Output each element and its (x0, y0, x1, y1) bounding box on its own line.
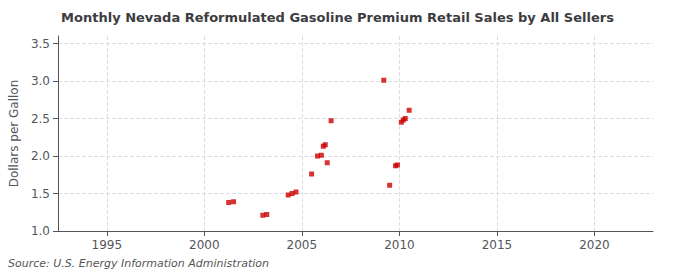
svg-text:2015: 2015 (482, 238, 513, 252)
svg-text:1.0: 1.0 (31, 224, 50, 238)
svg-text:2020: 2020 (579, 238, 610, 252)
svg-text:1995: 1995 (91, 238, 122, 252)
svg-text:1.5: 1.5 (31, 187, 50, 201)
svg-text:3.5: 3.5 (31, 37, 50, 51)
svg-text:2005: 2005 (287, 238, 318, 252)
svg-text:Source: U.S. Energy Informatio: Source: U.S. Energy Information Administ… (8, 257, 269, 270)
svg-text:3.0: 3.0 (31, 74, 50, 88)
svg-text:2.5: 2.5 (31, 112, 50, 126)
svg-text:2000: 2000 (189, 238, 220, 252)
svg-text:Dollars per Gallon: Dollars per Gallon (7, 80, 21, 188)
svg-text:2010: 2010 (384, 238, 415, 252)
svg-text:2.0: 2.0 (31, 149, 50, 163)
svg-text:Monthly Nevada Reformulated Ga: Monthly Nevada Reformulated Gasoline Pre… (61, 10, 614, 25)
